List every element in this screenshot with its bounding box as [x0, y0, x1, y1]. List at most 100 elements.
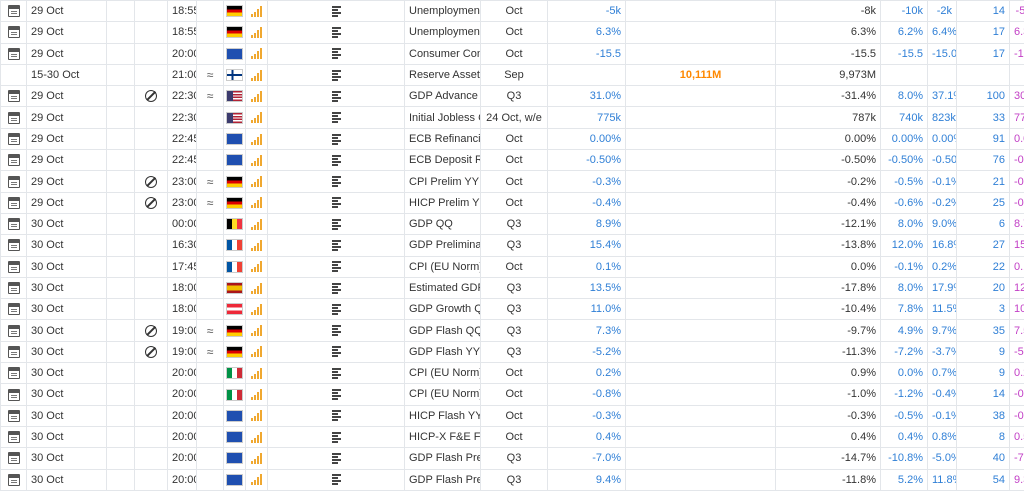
details-icon-cell[interactable]	[267, 340, 405, 364]
calendar-icon[interactable]	[7, 324, 20, 337]
details-cell[interactable]	[0, 42, 27, 65]
event-name[interactable]: HICP Flash YY	[404, 404, 481, 427]
details-cell[interactable]	[0, 425, 27, 449]
details-icon[interactable]	[331, 90, 341, 102]
details-cell[interactable]	[0, 404, 27, 427]
event-name[interactable]: CPI Prelim YY	[404, 170, 481, 193]
event-name[interactable]: CPI (EU Norm) Prelim YY	[404, 383, 481, 406]
details-cell[interactable]	[0, 362, 27, 385]
event-name[interactable]: GDP Flash Prelim YY	[404, 447, 481, 470]
event-name[interactable]: Reserve Assets Total	[404, 63, 481, 87]
details-cell[interactable]	[0, 298, 27, 321]
details-cell[interactable]	[0, 383, 27, 406]
details-cell[interactable]	[0, 468, 27, 491]
event-name[interactable]: GDP Preliminary QQ	[404, 234, 481, 257]
event-name[interactable]: GDP Flash Prelim QQ	[404, 468, 481, 491]
details-icon[interactable]	[331, 69, 341, 81]
details-icon[interactable]	[331, 474, 341, 486]
details-icon-cell[interactable]	[267, 362, 405, 385]
event-name[interactable]: ECB Refinancing Rate	[404, 127, 481, 151]
details-cell[interactable]	[0, 149, 27, 172]
calendar-icon[interactable]	[7, 5, 20, 18]
calendar-icon[interactable]	[7, 26, 20, 39]
details-icon[interactable]	[331, 346, 341, 358]
details-cell[interactable]	[0, 255, 27, 278]
details-icon-cell[interactable]	[267, 447, 405, 470]
calendar-icon[interactable]	[7, 473, 20, 486]
event-name[interactable]: GDP Advance	[404, 85, 481, 108]
details-icon-cell[interactable]	[267, 106, 405, 129]
details-cell[interactable]	[0, 234, 27, 257]
table-row[interactable]: 30 Oct 19:00 ≈ GDP Flash YY NSAQ3-5.2% -11.3…	[0, 340, 1024, 364]
event-name[interactable]: Unemployment Chg SA	[404, 0, 481, 23]
calendar-icon[interactable]	[7, 388, 20, 401]
details-icon-cell[interactable]	[267, 191, 405, 214]
table-row[interactable]: 30 Oct 18:00 GDP Growth QQ PrelimQ311.0% -1…	[0, 298, 1024, 321]
details-icon-cell[interactable]	[267, 127, 405, 151]
table-row[interactable]: 15-30 Oct 21:00 ≈ Reserve Assets TotalSep 10…	[0, 63, 1024, 87]
details-cell[interactable]	[0, 106, 27, 129]
calendar-icon[interactable]	[7, 196, 20, 209]
details-cell[interactable]	[0, 319, 27, 342]
calendar-icon[interactable]	[7, 175, 20, 188]
table-row[interactable]: 30 Oct 18:00 Estimated GDP QQQ313.5% -17.8%…	[0, 276, 1024, 300]
calendar-icon[interactable]	[7, 431, 20, 444]
details-icon[interactable]	[331, 48, 341, 60]
details-cell[interactable]	[0, 447, 27, 470]
table-row[interactable]: 29 Oct 22:30 Initial Jobless Clm24 Oct, w/…	[0, 106, 1024, 129]
table-row[interactable]: 30 Oct 16:30 GDP Preliminary QQQ315.4% -13.…	[0, 234, 1024, 257]
details-icon-cell[interactable]	[267, 298, 405, 321]
details-icon[interactable]	[331, 112, 341, 124]
details-cell[interactable]	[0, 340, 27, 364]
event-name[interactable]: Estimated GDP QQ	[404, 276, 481, 300]
details-icon[interactable]	[331, 410, 341, 422]
event-name[interactable]: GDP Flash YY NSA	[404, 340, 481, 364]
details-icon-cell[interactable]	[267, 149, 405, 172]
event-name[interactable]: GDP Flash QQ SA	[404, 319, 481, 342]
details-icon[interactable]	[331, 367, 341, 379]
event-name[interactable]: CPI (EU Norm) Prelim MM	[404, 362, 481, 385]
calendar-icon[interactable]	[7, 367, 20, 380]
details-cell[interactable]	[0, 170, 27, 193]
details-cell[interactable]	[0, 85, 27, 108]
calendar-icon[interactable]	[7, 111, 20, 124]
calendar-icon[interactable]	[7, 282, 20, 295]
details-icon-cell[interactable]	[267, 212, 405, 236]
calendar-icon[interactable]	[7, 47, 20, 60]
calendar-icon[interactable]	[7, 90, 20, 103]
details-icon[interactable]	[331, 240, 341, 251]
event-name[interactable]: HICP-X F&E Flash YY	[404, 425, 481, 449]
event-name[interactable]: GDP Growth QQ Prelim	[404, 298, 481, 321]
table-row[interactable]: 30 Oct 20:00 GDP Flash Prelim QQQ39.4% -11.…	[0, 468, 1024, 491]
details-icon[interactable]	[331, 261, 341, 273]
details-icon[interactable]	[331, 218, 341, 230]
details-icon[interactable]	[331, 303, 341, 315]
details-cell[interactable]	[0, 21, 27, 44]
event-name[interactable]: ECB Deposit Rate	[404, 149, 481, 172]
calendar-icon[interactable]	[7, 260, 20, 273]
details-icon-cell[interactable]	[267, 85, 405, 108]
details-cell[interactable]	[0, 127, 27, 151]
details-icon[interactable]	[331, 176, 341, 188]
table-row[interactable]: 30 Oct 19:00 ≈ GDP Flash QQ SAQ37.3% -9.7%4.…	[0, 319, 1024, 342]
details-icon-cell[interactable]	[267, 0, 405, 23]
details-cell[interactable]	[0, 276, 27, 300]
details-cell[interactable]	[0, 0, 27, 23]
calendar-icon[interactable]	[7, 345, 20, 358]
details-icon[interactable]	[331, 431, 341, 443]
event-name[interactable]: HICP Prelim YY	[404, 191, 481, 214]
